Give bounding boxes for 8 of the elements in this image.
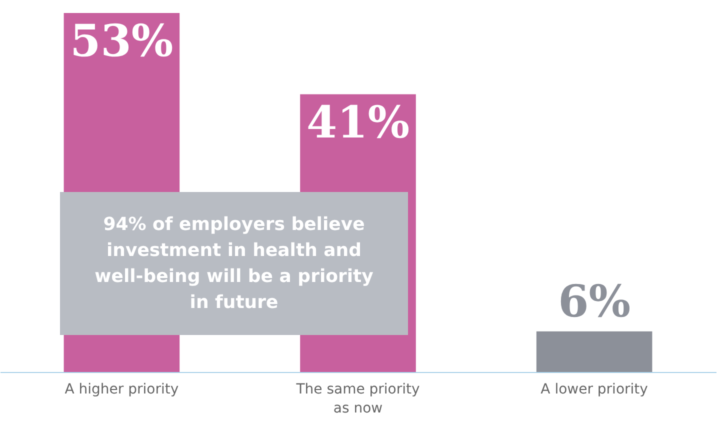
note-box: 94% of employers believe investment in health and well-being will be a priority in future [60,192,408,335]
x-tick-label: A higher priority [64,382,179,398]
x-tick-label: The same priority as now [295,382,420,416]
data-label: 6% [558,276,631,328]
annotation: 94% of employers believe investment in health and well-being will be a priority in future [94,212,374,314]
data-label: 53% [70,16,174,67]
data-label: 41% [306,97,410,148]
x-tick-label: A lower priority [540,382,648,398]
